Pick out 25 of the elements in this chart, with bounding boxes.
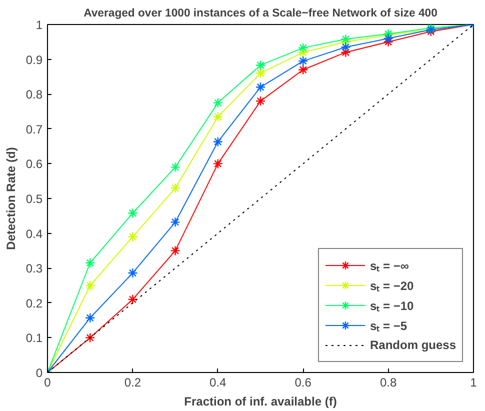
legend-label: sₜ = −∞ [370, 258, 409, 274]
y-tick-label: 0.8 [26, 88, 43, 102]
chart-title: Averaged over 1000 instances of a Scale−free Network of size 400 [84, 8, 438, 20]
x-tick-label: 0.4 [210, 376, 227, 390]
x-tick-label: 0.6 [294, 376, 312, 390]
x-axis-title: Fraction of inf. available (f) [184, 394, 337, 408]
x-tick-label: 0 [44, 376, 52, 390]
legend-label: Random guess [370, 338, 456, 352]
y-tick-label: 0.9 [26, 52, 43, 67]
y-axis-title: Detection Rate (d) [4, 147, 18, 250]
y-tick-label: 0.4 [26, 226, 43, 241]
x-tick-label: 0.2 [124, 376, 142, 390]
x-tick-label: 1 [470, 376, 478, 390]
y-tick-label: 1 [36, 18, 43, 32]
legend-label: sₜ = −20 [370, 278, 414, 294]
legend-label: sₜ = −10 [370, 298, 414, 314]
y-tick-label: 0.1 [26, 331, 43, 346]
legend-label: sₜ = −5 [370, 318, 408, 334]
y-tick-label: 0.7 [26, 122, 43, 136]
y-tick-label: 0 [36, 366, 43, 380]
y-tick-label: 0.5 [26, 192, 43, 206]
y-tick-label: 0.2 [26, 296, 43, 310]
y-tick-label: 0.6 [26, 157, 43, 172]
x-tick-label: 0.8 [380, 376, 397, 390]
y-tick-label: 0.3 [26, 262, 43, 276]
